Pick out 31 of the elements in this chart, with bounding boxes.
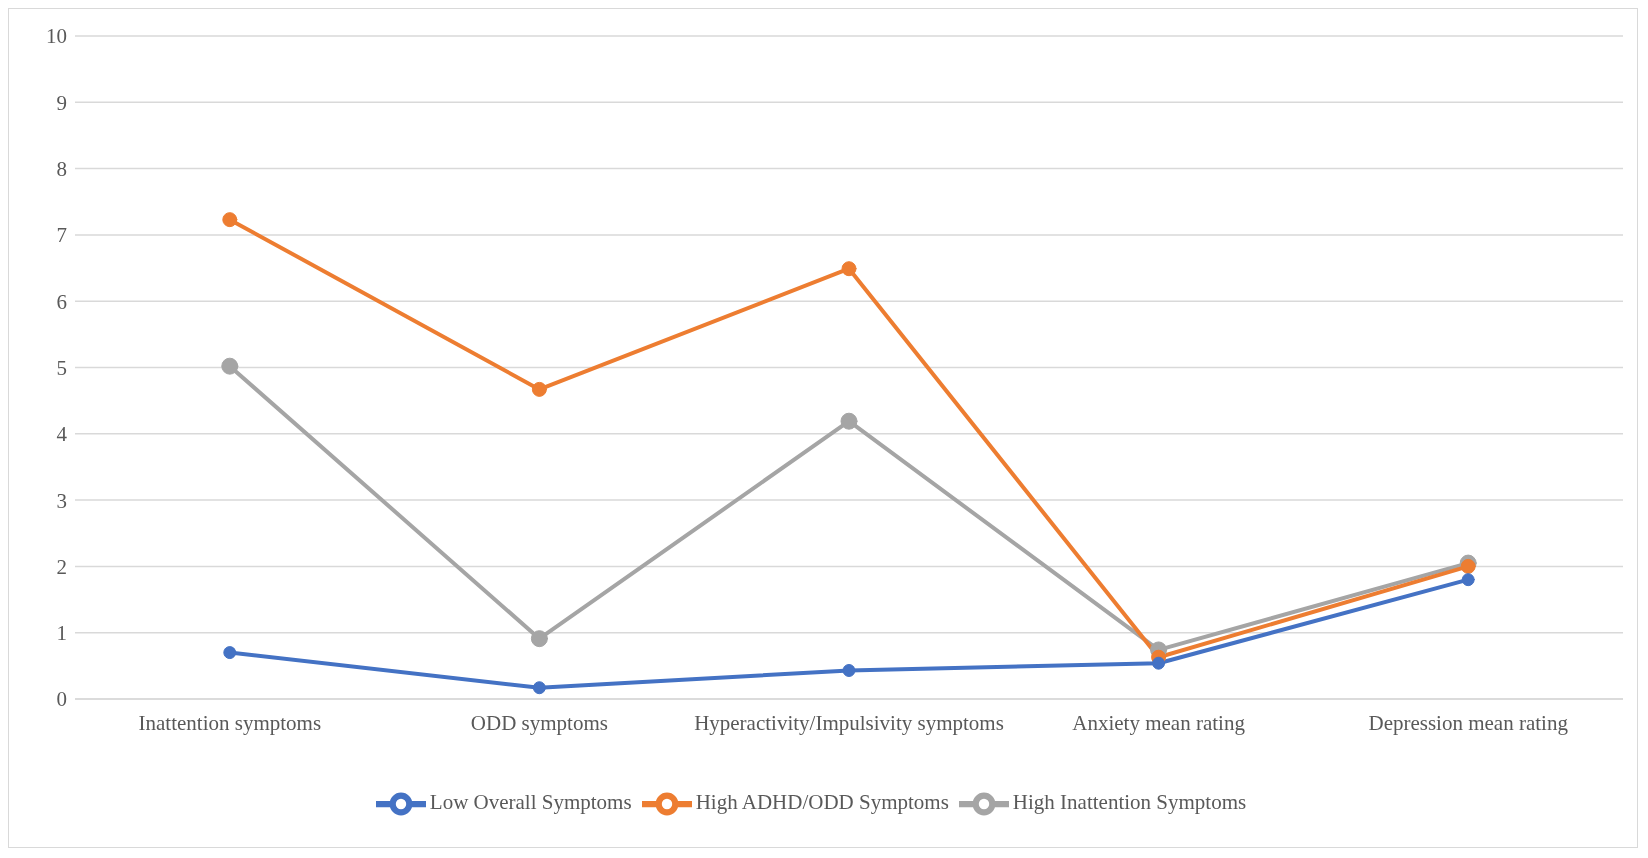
x-tick-label: Inattention symptoms [138,710,322,735]
point [841,261,857,277]
legend-label: Low Overall Symptoms [429,789,632,814]
legend-label: High ADHD/ODD Symptoms [695,789,949,814]
point [1152,656,1166,670]
x-tick-label: Hyperactivity/Impulsivity symptoms [694,710,1004,735]
point [840,412,858,430]
y-tick-label: 3 [56,488,67,513]
x-tick-label: Depression mean rating [1368,710,1569,735]
point [530,630,548,648]
legend-label: High Inattention Symptoms [1012,789,1247,814]
point [223,646,237,660]
y-tick-label: 6 [56,289,67,314]
y-tick-label: 1 [56,621,67,646]
y-tick-label: 2 [56,554,67,579]
point [222,212,238,228]
point [1460,558,1476,574]
point [531,381,547,397]
y-tick-label: 9 [56,90,67,115]
point [1461,573,1475,587]
y-tick-label: 7 [56,223,67,248]
y-tick-label: 0 [56,687,67,712]
point [842,663,856,677]
x-tick-label: Anxiety mean rating [1072,710,1246,735]
y-tick-label: 5 [56,355,67,380]
x-tick-label: ODD symptoms [470,710,608,735]
point [532,681,546,695]
y-tick-label: 10 [46,24,67,49]
y-tick-label: 4 [56,422,68,447]
y-tick-label: 8 [56,157,67,182]
point [221,357,239,375]
